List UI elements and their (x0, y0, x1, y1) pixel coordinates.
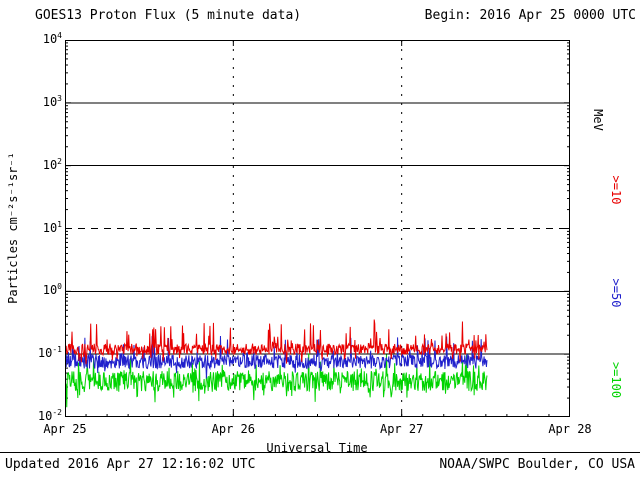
y-tick-label: 100 (42, 282, 62, 298)
x-tick-label: Apr 25 (43, 422, 87, 436)
footer-divider (0, 452, 640, 453)
x-tick-label: Apr 28 (548, 422, 592, 436)
y-axis-title: Particles cm⁻²s⁻¹sr⁻¹ (6, 152, 20, 304)
y-tick-label: 10-1 (37, 345, 62, 361)
plot-frame (65, 40, 570, 417)
flux-series->=50 (65, 335, 488, 379)
plot-area (65, 40, 570, 417)
flux-series->=100 (65, 353, 488, 408)
series-label->=10: >=10 (609, 175, 623, 205)
updated-timestamp: Updated 2016 Apr 27 12:16:02 UTC (5, 457, 256, 472)
flux-series->=10 (65, 319, 488, 365)
x-axis-title: Universal Time (266, 441, 368, 455)
y-tick-label: 104 (42, 31, 62, 47)
right-axis-unit-label: MeV (591, 109, 605, 131)
y-tick-label: 10-2 (37, 408, 62, 424)
y-tick-label: 102 (42, 156, 62, 172)
y-tick-label: 101 (42, 219, 62, 235)
x-tick-label: Apr 27 (379, 422, 424, 436)
source-credit: NOAA/SWPC Boulder, CO USA (439, 457, 635, 472)
x-tick-label: Apr 26 (211, 422, 255, 436)
y-tick-label: 103 (42, 93, 62, 109)
chart-title: GOES13 Proton Flux (5 minute data) (35, 8, 302, 23)
begin-timestamp: Begin: 2016 Apr 25 0000 UTC (424, 8, 636, 23)
series-label->=100: >=100 (609, 361, 623, 399)
series-label->=50: >=50 (609, 278, 623, 308)
